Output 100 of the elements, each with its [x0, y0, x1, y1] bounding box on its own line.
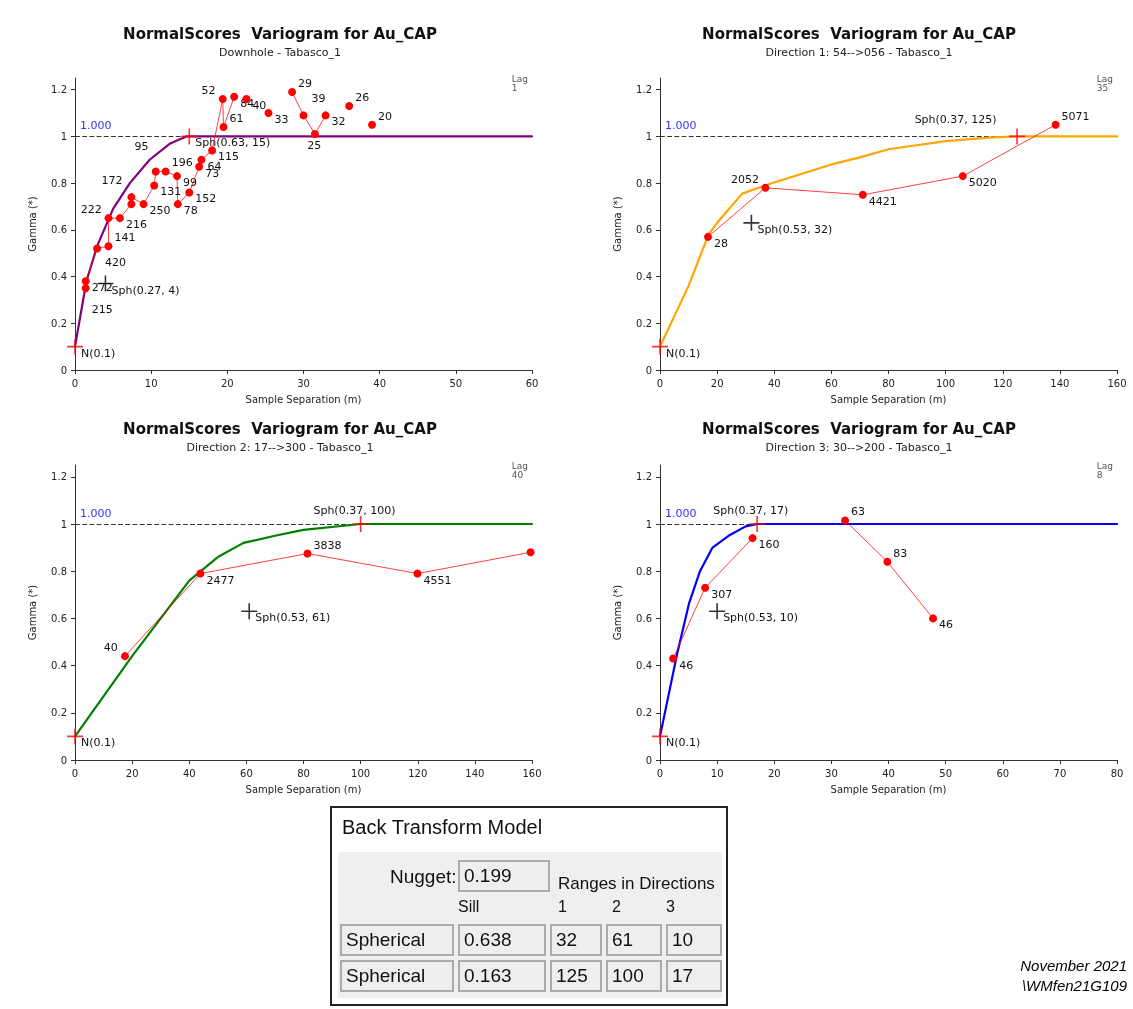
point	[748, 534, 757, 543]
y-tick-label: 0.4	[51, 271, 67, 283]
point	[368, 120, 377, 129]
chart-subtitle: Downhole - Tabasco_1	[218, 46, 342, 59]
point	[81, 277, 90, 286]
y-tick-label: 0.8	[51, 177, 67, 189]
point	[958, 172, 967, 181]
point	[858, 190, 867, 199]
x-tick-label: 0	[71, 377, 79, 389]
annotation: 5071	[1061, 109, 1090, 123]
y-tick-label: 0.4	[51, 660, 67, 672]
annotation: 99	[183, 176, 198, 190]
x-tick-label: 0	[656, 767, 664, 779]
annotation: 3838	[313, 538, 342, 552]
point	[218, 95, 227, 104]
annotation: 172	[101, 174, 123, 188]
chart-title: NormalScores Variogram for Au_CAP	[123, 419, 437, 438]
chart-title: NormalScores Variogram for Au_CAP	[702, 24, 1016, 43]
point	[1009, 128, 1026, 145]
annotation: Lag 35	[1096, 73, 1114, 93]
point	[749, 516, 766, 532]
point	[526, 548, 535, 557]
annotation: 250	[149, 204, 171, 218]
x-tick-label: 140	[465, 767, 485, 779]
x-axis-title: Sample Separation (m)	[245, 393, 362, 405]
point	[67, 338, 83, 355]
point	[345, 102, 354, 111]
text: Nugget:	[390, 866, 457, 888]
point	[413, 569, 422, 578]
annotation: 29	[298, 77, 313, 91]
annotation: Lag 1	[511, 73, 529, 93]
annotation: N(0.1)	[81, 736, 116, 750]
ref-line-label: 1.000	[665, 507, 697, 520]
point	[120, 652, 129, 661]
x-tick-label: 40	[182, 767, 196, 779]
x-tick-label: 80	[1110, 767, 1124, 779]
point	[1051, 120, 1060, 129]
y-tick-label: 1.2	[51, 471, 67, 483]
point	[185, 188, 194, 197]
x-tick-label: 40	[767, 377, 781, 389]
point	[181, 128, 198, 145]
point	[652, 338, 668, 355]
point	[709, 603, 726, 620]
x-tick-label: 20	[220, 377, 234, 389]
y-tick-label: 0	[60, 364, 67, 376]
annotation: N(0.1)	[81, 346, 116, 360]
annotation: 222	[80, 203, 102, 217]
point	[67, 728, 83, 745]
annotation: 28	[713, 236, 728, 250]
y-tick-label: 1	[60, 518, 67, 530]
annotation: 95	[134, 140, 149, 154]
y-axis-title: Gamma (*)	[26, 584, 38, 641]
y-tick-label: 0	[60, 754, 67, 766]
annotation: 26	[355, 91, 370, 105]
x-tick-label: 20	[125, 767, 139, 779]
y-tick-label: 1	[60, 130, 67, 142]
y-tick-label: 0.4	[636, 271, 652, 283]
point	[127, 193, 136, 202]
annotation: 40	[252, 99, 267, 113]
text: 0.163	[458, 960, 546, 992]
annotation: Lag 40	[511, 460, 529, 480]
ref-line-label: 1.000	[80, 507, 112, 520]
point	[161, 167, 170, 176]
point	[104, 242, 113, 251]
x-tick-label: 100	[936, 377, 956, 389]
x-tick-label: 80	[297, 767, 310, 779]
point	[173, 172, 182, 181]
point	[150, 181, 159, 190]
annotation: 40	[103, 641, 118, 655]
x-tick-label: 120	[408, 767, 428, 779]
annotation: 307	[711, 587, 733, 601]
text: 3	[666, 898, 675, 916]
point	[197, 155, 206, 164]
text: 10	[666, 924, 722, 956]
point	[841, 516, 850, 525]
x-tick-label: 160	[522, 767, 542, 779]
annotation: N(0.1)	[666, 346, 701, 360]
x-tick-label: 20	[767, 767, 781, 779]
text: 1	[558, 898, 567, 916]
point	[196, 569, 205, 578]
text: 61	[606, 924, 662, 956]
annotation: 5020	[968, 176, 997, 190]
annotation: 4551	[423, 573, 452, 587]
x-tick-label: 60	[825, 377, 838, 389]
point	[173, 200, 182, 209]
x-axis-title: Sample Separation (m)	[830, 393, 947, 405]
x-tick-label: 100	[351, 767, 371, 779]
y-tick-label: 0.4	[636, 660, 652, 672]
annotation: 25	[307, 139, 322, 153]
x-tick-label: 60	[996, 767, 1010, 779]
annotation: 46	[679, 658, 694, 672]
text: \WMfen21G109	[1020, 976, 1127, 996]
chart-subtitle: Direction 3: 30-->200 - Tabasco_1	[765, 441, 953, 454]
y-axis-title: Gamma (*)	[611, 196, 623, 252]
annotation: Sph(0.53, 10)	[723, 611, 799, 625]
annotation: 83	[893, 546, 908, 560]
y-tick-label: 0.6	[51, 224, 67, 236]
y-tick-label: 0.8	[636, 177, 652, 189]
point	[321, 111, 330, 120]
x-tick-label: 30	[825, 767, 838, 779]
